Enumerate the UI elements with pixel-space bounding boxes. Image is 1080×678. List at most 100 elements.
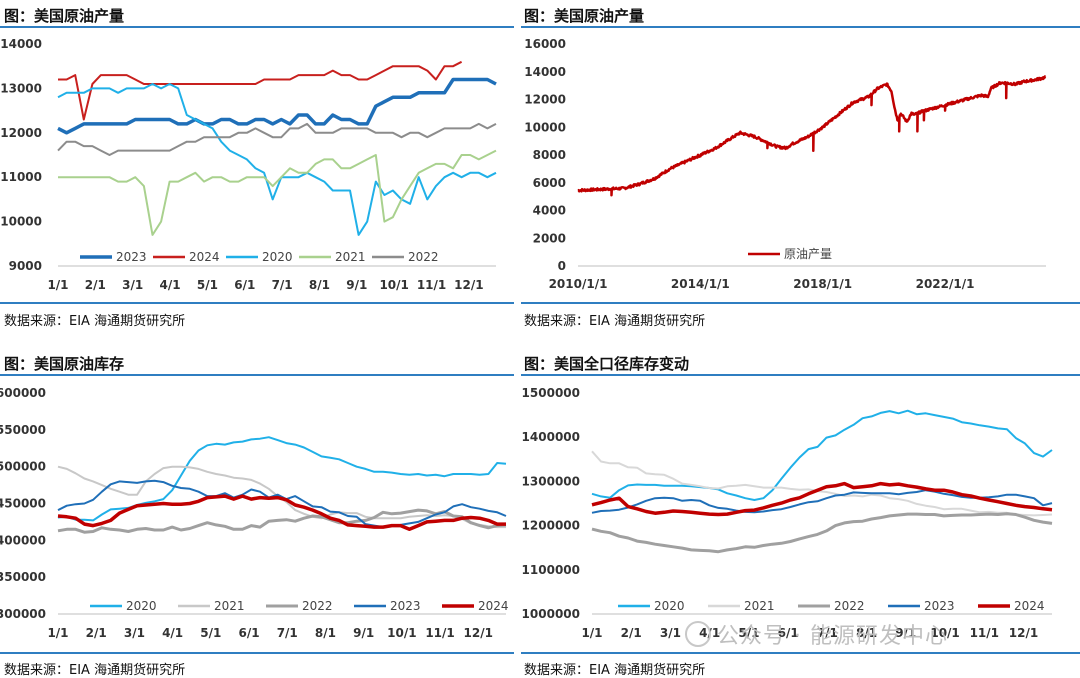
panel-4-x-tick: 7/1	[817, 626, 838, 640]
panel-3-x-tick: 1/1	[47, 626, 68, 640]
panel-4-series-2021	[591, 450, 1053, 517]
panel-3-x-tick: 5/1	[200, 626, 221, 640]
panel-1-y-tick: 14000	[0, 37, 42, 51]
panel-4-x-tick: 2/1	[621, 626, 642, 640]
panel-3-source: 数据来源：EIA 海通期货研究所	[4, 663, 186, 678]
panel-4-x-tick: 12/1	[1009, 626, 1038, 640]
panel-3-y-tick: 500000	[0, 460, 46, 474]
panel-1-series-2020	[57, 83, 497, 236]
panel-3-x-tick: 12/1	[464, 626, 493, 640]
panel-1-x-tick: 4/1	[160, 278, 181, 292]
panel-3-x-tick: 4/1	[162, 626, 183, 640]
panel-3-x-tick: 10/1	[387, 626, 416, 640]
panel-3-series-2024	[57, 494, 506, 532]
panel-4-series-2022	[591, 512, 1053, 554]
panel-1-legend-label: 2021	[335, 250, 366, 264]
panel-1-x-tick: 10/1	[379, 278, 408, 292]
panel-2-legend-label: 原油产量	[784, 247, 832, 261]
panel-2-y-tick: 14000	[524, 65, 566, 79]
panel-4-legend-label: 2021	[744, 599, 775, 613]
panel-4-y-tick: 1100000	[522, 563, 580, 577]
panel-1-x-tick: 3/1	[122, 278, 143, 292]
panel-3-top-rule	[0, 374, 514, 376]
panel-2-x-tick: 2018/1/1	[793, 277, 852, 291]
panel-1-legend-label: 2020	[262, 250, 293, 264]
panel-1-series-2023	[57, 77, 497, 135]
panel-3-x-tick: 7/1	[277, 626, 298, 640]
panel-1-x-tick: 6/1	[234, 278, 255, 292]
panel-4-x-tick: 1/1	[581, 626, 602, 640]
panel-4-top-rule	[521, 374, 1080, 376]
panel-3-x-tick: 9/1	[353, 626, 374, 640]
panel-3-legend-label: 2022	[302, 599, 333, 613]
panel-2-y-tick: 2000	[533, 231, 566, 245]
panel-4-legend-label: 2020	[654, 599, 685, 613]
panel-1-x-tick: 2/1	[85, 278, 106, 292]
panel-4-source: 数据来源：EIA 海通期货研究所	[524, 663, 706, 678]
panel-4-x-tick: 8/1	[856, 626, 877, 640]
panel-1-x-tick: 1/1	[47, 278, 68, 292]
panel-3-y-tick: 450000	[0, 497, 46, 511]
panel-1-title: 图：美国原油产量	[4, 7, 125, 25]
panel-3-y-tick: 350000	[0, 570, 46, 584]
panel-3-x-tick: 11/1	[425, 626, 454, 640]
panel-1-source: 数据来源：EIA 海通期货研究所	[4, 314, 186, 329]
panel-2-y-tick: 8000	[533, 148, 566, 162]
panel-3-title: 图：美国原油库存	[4, 355, 125, 373]
panel-1-y-tick: 11000	[0, 170, 42, 184]
panel-1-x-tick: 11/1	[417, 278, 446, 292]
panel-4-y-tick: 1300000	[522, 474, 580, 488]
panel-4-legend-label: 2024	[1014, 599, 1045, 613]
panel-1-top-rule	[0, 26, 514, 28]
panel-4-series-2023	[591, 489, 1053, 514]
panel-4-y-tick: 1400000	[522, 430, 580, 444]
panel-1-x-tick: 7/1	[272, 278, 293, 292]
panel-1-y-tick: 12000	[0, 126, 42, 140]
panel-3-y-tick: 600000	[0, 386, 46, 400]
panel-1-series-2024	[58, 60, 463, 121]
panel-4-legend-label: 2022	[834, 599, 865, 613]
panel-1-x-tick: 9/1	[346, 278, 367, 292]
panel-4-legend-label: 2023	[924, 599, 955, 613]
panel-4-x-tick: 9/1	[895, 626, 916, 640]
panel-2-y-tick: 4000	[533, 204, 566, 218]
panel-3-x-tick: 2/1	[86, 626, 107, 640]
panel-3-bottom-rule	[0, 652, 514, 654]
panel-4-x-tick: 11/1	[970, 626, 999, 640]
panel-4-bottom-rule	[521, 652, 1080, 654]
panel-1-legend-label: 2024	[189, 250, 220, 264]
panel-2-y-tick: 16000	[524, 37, 566, 51]
panel-2-x-tick: 2014/1/1	[671, 277, 730, 291]
panel-2-y-tick: 10000	[524, 120, 566, 134]
wechat-icon	[685, 621, 711, 647]
panel-3-legend-label: 2021	[214, 599, 245, 613]
panel-1-x-tick: 12/1	[454, 278, 483, 292]
panel-3-legend-label: 2020	[126, 599, 157, 613]
panel-3-y-tick: 550000	[0, 423, 46, 437]
panel-4-series-2024	[591, 481, 1053, 517]
panel-2-bottom-rule	[521, 302, 1080, 304]
panel-1-legend-label: 2023	[116, 250, 147, 264]
panel-2-y-tick: 6000	[533, 176, 566, 190]
panel-1-y-tick: 10000	[0, 215, 42, 229]
watermark: 公众号 · 能源研发中心	[685, 618, 948, 650]
panel-4-x-tick: 10/1	[930, 626, 959, 640]
panel-1-x-tick: 5/1	[197, 278, 218, 292]
panel-2-series-原油产量	[577, 75, 1047, 197]
panel-2-x-tick: 2010/1/1	[549, 277, 608, 291]
panel-4-title: 图：美国全口径库存变动	[524, 355, 690, 373]
panel-3-x-tick: 8/1	[315, 626, 336, 640]
panel-1-y-tick: 9000	[9, 259, 42, 273]
panel-3-x-tick: 6/1	[238, 626, 259, 640]
panel-1-x-tick: 8/1	[309, 278, 330, 292]
panel-2-x-tick: 2022/1/1	[916, 277, 975, 291]
watermark-text: 公众号 · 能源研发中心	[717, 624, 948, 649]
panel-3-y-tick: 300000	[0, 607, 46, 621]
panel-2-top-rule	[521, 26, 1080, 28]
panel-2-title: 图：美国原油产量	[524, 7, 645, 25]
panel-2-y-tick: 12000	[524, 93, 566, 107]
panel-3-legend-label: 2023	[390, 599, 421, 613]
panel-3-x-tick: 3/1	[124, 626, 145, 640]
panel-4-y-tick: 1200000	[522, 519, 580, 533]
